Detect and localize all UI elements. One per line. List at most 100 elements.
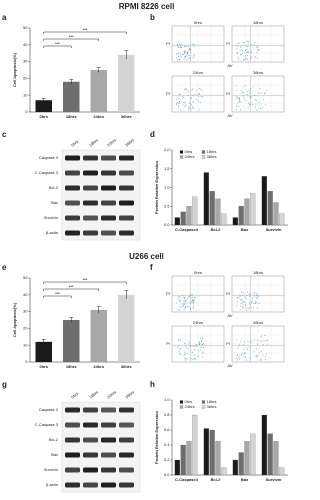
- blot-band: [119, 482, 134, 488]
- protein-label: Caspase 3: [39, 407, 59, 412]
- flow-dot: [262, 107, 264, 109]
- flow-dot: [182, 98, 184, 100]
- flow-dot: [238, 343, 240, 345]
- legend-label: 36hrs: [207, 404, 217, 409]
- flow-dot: [235, 85, 237, 87]
- panel-letter: g: [2, 380, 7, 389]
- y-tick-label: 0: [25, 359, 28, 364]
- flow-dot: [184, 353, 186, 355]
- lane-label: 18hrs: [88, 137, 99, 147]
- error-bar: [69, 78, 74, 85]
- bar: [215, 198, 221, 226]
- protein-label: Bax: [51, 200, 58, 205]
- blot-band: [65, 452, 80, 458]
- flow-dot: [194, 56, 196, 58]
- bar: [90, 309, 107, 362]
- bar: [192, 414, 198, 476]
- protein-label: Bcl-2: [49, 437, 59, 442]
- flow-dot: [249, 303, 251, 305]
- flow-dot: [189, 294, 191, 296]
- protein-label: Bax: [51, 452, 58, 457]
- flow-dot: [184, 342, 186, 344]
- flow-dot: [177, 338, 179, 340]
- flow-dot: [190, 302, 192, 304]
- flow-dot: [189, 57, 191, 59]
- bar: [63, 320, 80, 362]
- flow-dot: [181, 53, 183, 55]
- flow-dot: [185, 303, 187, 305]
- error-bar: [41, 98, 46, 102]
- y-tick-label: 0.2: [164, 457, 170, 462]
- flow-dot: [239, 309, 241, 311]
- flow-dot: [249, 307, 251, 309]
- blot-band: [83, 215, 98, 221]
- flow-dot: [191, 104, 193, 106]
- flow-dot: [179, 300, 181, 302]
- flow-dot: [258, 303, 260, 305]
- bar: [186, 206, 192, 226]
- significance-label: ***: [55, 41, 60, 46]
- flow-dot: [192, 302, 194, 304]
- flow-dot: [178, 295, 180, 297]
- flow-dot: [244, 356, 246, 358]
- flow-dot: [239, 59, 241, 61]
- bar: [267, 191, 273, 226]
- flow-dot: [180, 46, 182, 48]
- blot-band: [119, 422, 134, 428]
- flow-dot: [247, 51, 249, 53]
- flow-dot: [200, 102, 202, 104]
- flow-dot: [178, 102, 180, 104]
- flow-dot: [236, 339, 238, 341]
- panel-letter: c: [2, 130, 7, 139]
- bar: [238, 206, 244, 226]
- flow-dot: [238, 42, 240, 44]
- flow-dot: [202, 90, 204, 92]
- flow-dot: [241, 299, 243, 301]
- flow-dot: [183, 308, 185, 310]
- blot-band: [83, 230, 98, 236]
- flow-dot: [262, 344, 264, 346]
- flow-dot: [238, 98, 240, 100]
- flow-dot: [237, 345, 239, 347]
- flow-dot: [263, 99, 265, 101]
- flow-dot: [180, 297, 182, 299]
- error-bar: [69, 317, 74, 323]
- x-tick-label: 0hrs: [40, 114, 49, 119]
- flow-dot: [190, 103, 192, 105]
- flow-dot: [199, 109, 201, 111]
- blot-band: [65, 230, 80, 236]
- x-tick-label: 0hrs: [40, 364, 49, 369]
- flow-dot: [258, 49, 260, 51]
- blot-band: [119, 155, 134, 161]
- flow-dot: [245, 89, 247, 91]
- flow-dot: [201, 339, 203, 341]
- flow-dot: [239, 294, 241, 296]
- flow-dot: [192, 304, 194, 306]
- y-tick-label: 30: [23, 59, 28, 64]
- flow-dot: [260, 336, 262, 338]
- flow-x-label: AV: [227, 113, 232, 118]
- flow-dot: [178, 351, 180, 353]
- flow-dot: [246, 40, 248, 42]
- bar: [90, 70, 107, 112]
- flow-dot: [240, 101, 242, 103]
- flow-dot: [183, 303, 185, 305]
- flow-dot: [237, 354, 239, 356]
- section-title: U266 cell: [129, 252, 164, 261]
- y-axis-label: Cell Apoptosis(%): [12, 302, 17, 337]
- flow-dot: [179, 353, 181, 355]
- bar: [180, 444, 186, 476]
- flow-dot: [237, 296, 239, 298]
- flow-dot: [243, 51, 245, 53]
- error-bar: [124, 290, 129, 299]
- flow-dot: [187, 352, 189, 354]
- flow-dot: [257, 339, 259, 341]
- flow-dot: [197, 94, 199, 96]
- flow-dot: [189, 341, 191, 343]
- x-tick-label: 24hrs: [93, 364, 104, 369]
- flow-dot: [264, 359, 266, 361]
- flow-dot: [192, 307, 194, 309]
- flow-dot: [241, 353, 243, 355]
- flow-dot: [189, 107, 191, 109]
- flow-dot: [188, 305, 190, 307]
